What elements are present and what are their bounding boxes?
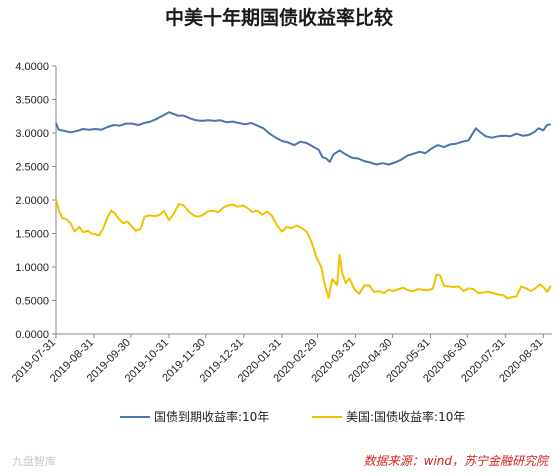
legend-label-ust: 美国:国债收益率:10年 (346, 409, 465, 424)
y-tick-label: 1.0000 (15, 262, 49, 274)
chart-title: 中美十年期国债收益率比较 (165, 6, 393, 29)
series-line-1 (55, 198, 552, 300)
y-tick-label: 2.5000 (15, 162, 49, 174)
source-note: 数据来源：wind，苏宁金融研究院 (364, 454, 550, 468)
y-axis: 0.0000 0.5000 1.0000 1.5000 2.0000 2.5000 3.00… (15, 61, 57, 341)
y-tick-label: 1.5000 (15, 229, 49, 241)
watermark-text: 九盘智库 (12, 454, 56, 468)
y-tick-label: 3.5000 (15, 95, 49, 107)
y-tick-label: 4.0000 (15, 61, 49, 73)
series-line-0 (55, 111, 551, 166)
x-axis: 2019-07-312019-08-312019-09-302019-10-31… (10, 333, 552, 385)
y-tick-label: 2.0000 (15, 195, 49, 207)
y-tick-label: 0.0000 (15, 329, 49, 341)
y-tick-label: 3.0000 (15, 128, 49, 140)
y-tick-label: 0.5000 (15, 296, 49, 308)
legend-label-cgb: 国债到期收益率:10年 (154, 409, 269, 424)
legend: 国债到期收益率:10年 美国:国债收益率:10年 (120, 409, 465, 424)
series-lines (55, 111, 552, 300)
